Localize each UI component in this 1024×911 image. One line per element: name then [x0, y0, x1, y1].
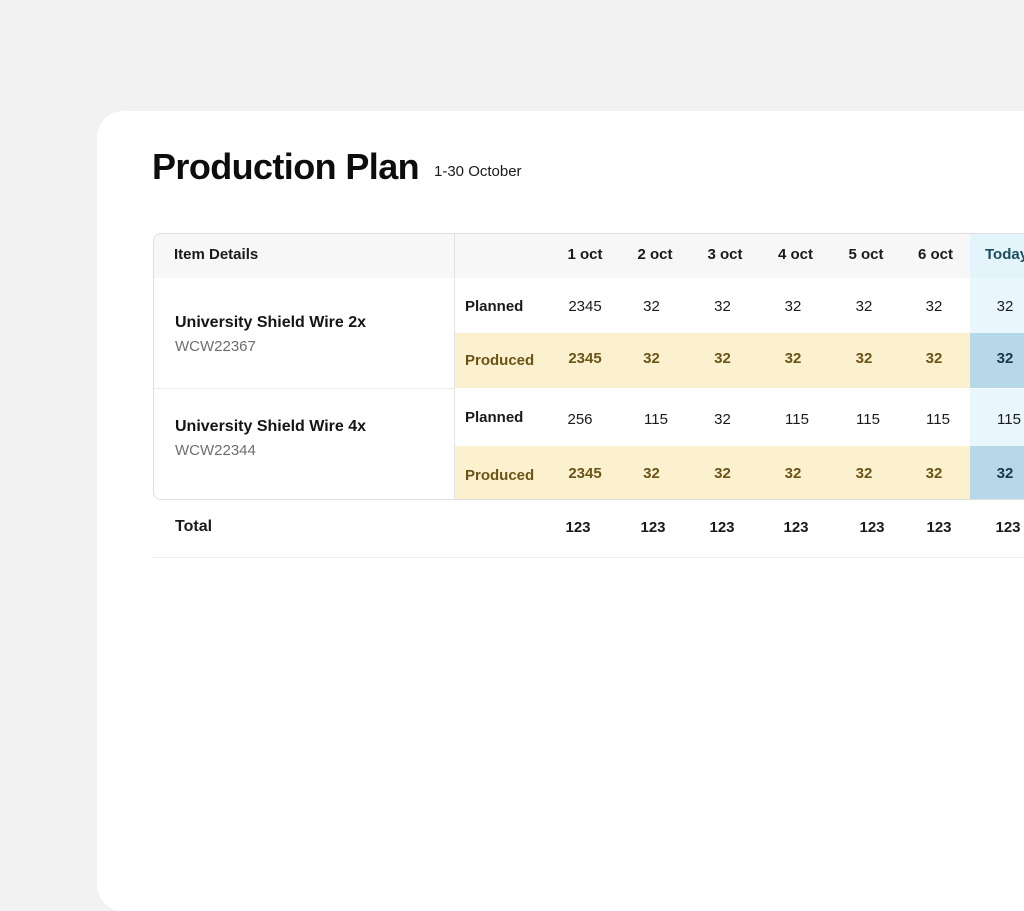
item-2-name[interactable]: University Shield Wire 4x — [175, 418, 367, 435]
item-1-today-produced-bg — [970, 333, 1024, 388]
header-day-1[interactable]: 1 oct — [567, 245, 603, 263]
item-1-today-planned-bg — [970, 278, 1024, 333]
item-2-planned-day-2[interactable]: 115 — [644, 411, 668, 428]
item-divider — [154, 388, 454, 389]
item-1-produced-bg — [455, 333, 970, 388]
item-2-planned-day-3[interactable]: 32 — [714, 411, 731, 428]
item-1-produced-day-6[interactable]: 32 — [925, 350, 943, 367]
item-2-planned-label: Planned — [465, 409, 524, 426]
item-1-planned-label: Planned — [465, 297, 524, 315]
total-day-4: 123 — [783, 518, 809, 536]
item-2-today-produced-bg — [970, 446, 1024, 499]
total-label: Total — [175, 518, 213, 535]
item-2-produced-day-5[interactable]: 32 — [855, 465, 873, 482]
total-day-5: 123 — [859, 518, 885, 536]
item-1-planned-day-6[interactable]: 32 — [925, 297, 943, 315]
item-1-name[interactable]: University Shield Wire 2x — [175, 314, 367, 331]
item-1-planned-day-3[interactable]: 32 — [714, 297, 731, 315]
item-2-planned-today[interactable]: 115 — [997, 411, 1021, 428]
item-1-planned-day-5[interactable]: 32 — [855, 297, 873, 315]
total-day-6: 123 — [926, 518, 952, 536]
production-table: Item Details 1 oct 2 oct 3 oct 4 oct 5 o… — [153, 233, 1024, 500]
header-today-bg — [970, 234, 1024, 278]
item-2-produced-day-4[interactable]: 32 — [784, 465, 802, 482]
item-1-produced-today[interactable]: 32 — [996, 350, 1014, 367]
item-2-planned-day-4[interactable]: 115 — [785, 411, 809, 428]
item-1-produced-day-4[interactable]: 32 — [784, 350, 802, 367]
item-2-produced-day-2[interactable]: 32 — [643, 465, 660, 482]
date-range: 1-30 October — [434, 163, 522, 180]
item-1-planned-day-1[interactable]: 2345 — [568, 297, 602, 315]
item-1-sku: WCW22367 — [175, 338, 256, 355]
item-2-produced-day-1[interactable]: 2345 — [568, 465, 602, 482]
item-1-produced-day-3[interactable]: 32 — [714, 350, 731, 367]
item-2-today-planned-bg — [970, 389, 1024, 446]
item-2-planned-day-5[interactable]: 115 — [856, 411, 880, 428]
total-today: 123 — [995, 518, 1021, 536]
header-item-details-bg — [154, 234, 454, 278]
total-day-1: 123 — [565, 518, 591, 536]
header-day-2[interactable]: 2 oct — [637, 245, 673, 263]
item-2-produced-day-3[interactable]: 32 — [714, 465, 731, 482]
header-today[interactable]: Today — [985, 245, 1024, 263]
header-day-5[interactable]: 5 oct — [848, 245, 884, 263]
item-2-sku: WCW22344 — [175, 442, 256, 459]
item-1-produced-day-5[interactable]: 32 — [855, 350, 873, 367]
item-1-produced-day-1[interactable]: 2345 — [568, 350, 602, 367]
item-1-produced-day-2[interactable]: 32 — [643, 350, 660, 367]
item-2-produced-bg — [455, 446, 970, 499]
item-1-planned-day-4[interactable]: 32 — [784, 297, 802, 315]
header-day-3[interactable]: 3 oct — [707, 245, 743, 263]
header-item-details: Item Details — [174, 245, 259, 263]
total-day-3: 123 — [709, 518, 735, 536]
total-divider — [153, 557, 1024, 558]
column-divider — [454, 234, 455, 499]
item-2-planned-day-1[interactable]: 256 — [567, 411, 593, 428]
header-day-4[interactable]: 4 oct — [777, 245, 813, 263]
item-2-planned-day-6[interactable]: 115 — [926, 411, 950, 428]
header-days-bg — [455, 234, 970, 278]
item-1-planned-day-2[interactable]: 32 — [643, 297, 660, 315]
total-day-2: 123 — [640, 518, 666, 536]
item-1-planned-today[interactable]: 32 — [996, 297, 1014, 315]
item-1-produced-label: Produced — [465, 352, 535, 369]
item-2-produced-today[interactable]: 32 — [996, 465, 1014, 482]
header-day-6[interactable]: 6 oct — [917, 245, 953, 263]
item-2-produced-label: Produced — [465, 467, 535, 484]
page-title: Production Plan — [152, 146, 420, 187]
item-2-produced-day-6[interactable]: 32 — [925, 465, 943, 482]
